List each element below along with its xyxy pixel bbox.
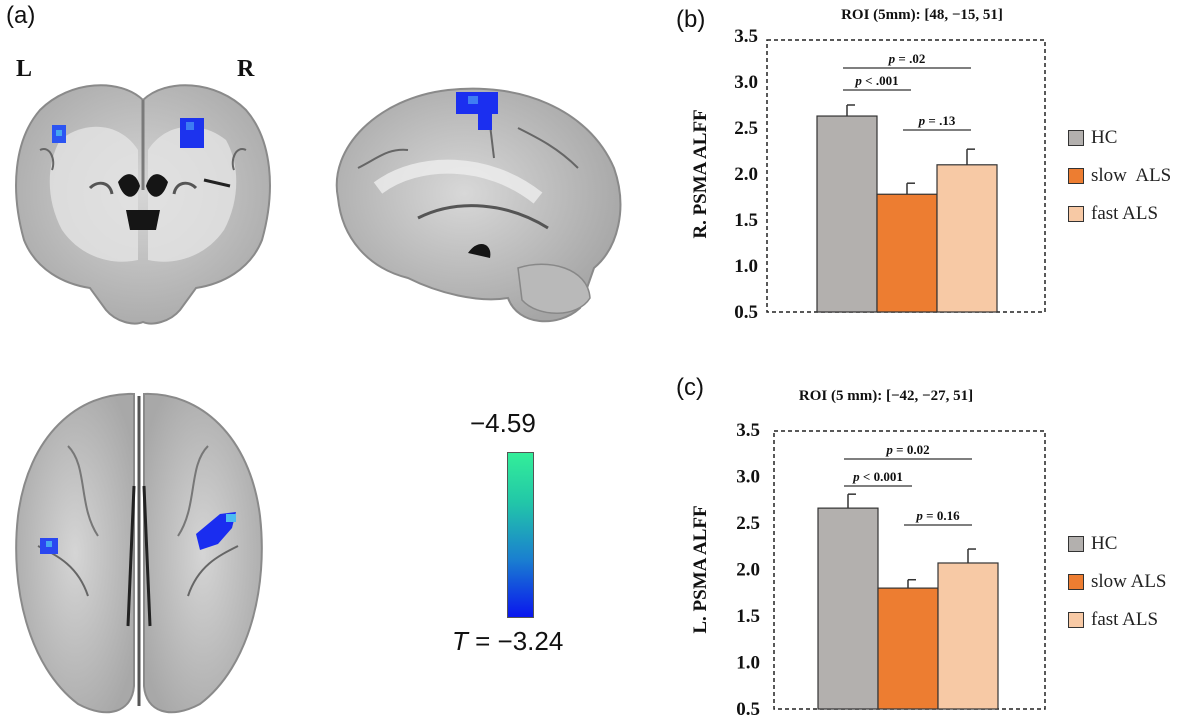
y-tick-label: 1.0 (734, 256, 758, 277)
legend-item: fast ALS (1068, 202, 1171, 226)
legend-swatch-fast-als (1068, 612, 1084, 628)
panel-label-b: (b) (676, 6, 706, 33)
p-value: < .001 (862, 73, 899, 88)
comparison-label: p < 0.001 (852, 469, 903, 484)
bar-hc (817, 507, 879, 710)
y-tick-label: 2.5 (736, 513, 760, 534)
legend-swatch-hc (1068, 130, 1084, 146)
legend-item: fast ALS (1068, 608, 1167, 632)
sagittal-brain-slice (335, 87, 622, 323)
chart-b-container: ROI (5mm): [48, −15, 51] 0.5 1.0 1.5 2.0 2.5 3… (676, 0, 1056, 335)
colorbar-min-value: = −3.24 (467, 626, 564, 656)
axial-brain-slice (15, 392, 263, 714)
y-tick-label: 2.5 (734, 118, 758, 139)
p-symbol: p (918, 113, 926, 128)
bar-fast-als (936, 164, 998, 313)
left-hemisphere-label: L (16, 56, 33, 82)
chart-frame (773, 430, 1046, 710)
bar-slow-als (876, 193, 938, 313)
y-tick-label: 0.5 (734, 302, 758, 323)
right-hemisphere-label: R (237, 56, 255, 82)
coronal-brain-slice (15, 84, 271, 325)
colorbar (507, 452, 534, 618)
legend-label-slow-als: slow ALS (1091, 571, 1167, 592)
colorbar-max-label: −4.59 (470, 408, 536, 438)
p-value: = .13 (925, 113, 956, 128)
y-tick-label: 0.5 (736, 699, 760, 720)
legend-b: HC slow ALS fast ALS (1068, 126, 1171, 240)
comparison-label: p = .02 (888, 51, 926, 66)
panel-label-a: (a) (6, 2, 36, 29)
y-tick-label: 3.5 (736, 420, 760, 441)
chart-c: ROI (5 mm): [−42, −27, 51] 0.5 1.0 1.5 2.0 2.… (690, 388, 1046, 720)
y-tick-label: 1.5 (734, 210, 758, 231)
colorbar-t-symbol: T (452, 626, 468, 656)
p-symbol: p (888, 51, 896, 66)
bar-slow-als (877, 587, 939, 710)
p-symbol: p (854, 73, 862, 88)
comparison-label: p = 0.02 (885, 442, 929, 457)
legend-c: HC slow ALS fast ALS (1068, 532, 1167, 646)
y-tick-label: 2.0 (736, 560, 760, 581)
chart-b: ROI (5mm): [48, −15, 51] 0.5 1.0 1.5 2.0 2.5 3… (690, 7, 1046, 323)
legend-label-hc: HC (1091, 127, 1118, 148)
p-value: = 0.16 (923, 508, 960, 523)
legend-item: slow ALS (1068, 164, 1171, 188)
comparison-label: p = .13 (918, 113, 956, 128)
y-axis-label: L. PSMA ALFF (690, 505, 711, 633)
legend-swatch-fast-als (1068, 206, 1084, 222)
y-tick-label: 3.0 (736, 467, 760, 488)
comparison-label: p < .001 (854, 73, 898, 88)
colorbar-min-label: T = −3.24 (452, 626, 563, 657)
chart-c-container: ROI (5 mm): [−42, −27, 51] 0.5 1.0 1.5 2.0 2.… (676, 380, 1056, 725)
p-value: < 0.001 (860, 469, 903, 484)
y-tick-label: 3.0 (734, 72, 758, 93)
legend-swatch-slow-als (1068, 168, 1084, 184)
p-symbol: p (885, 442, 893, 457)
legend-label-hc: HC (1091, 533, 1118, 554)
y-tick-label: 1.5 (736, 606, 760, 627)
legend-item: HC (1068, 532, 1167, 556)
bar-fast-als (937, 562, 999, 710)
chart-title: ROI (5 mm): [−42, −27, 51] (799, 388, 973, 404)
legend-swatch-slow-als (1068, 574, 1084, 590)
bar-hc (816, 115, 878, 313)
comparison-label: p = 0.16 (915, 508, 960, 523)
chart-title: ROI (5mm): [48, −15, 51] (841, 7, 1003, 23)
p-symbol: p (852, 469, 860, 484)
p-value: = .02 (895, 51, 925, 66)
legend-item: HC (1068, 126, 1171, 150)
p-symbol: p (915, 508, 923, 523)
y-tick-label: 2.0 (734, 164, 758, 185)
legend-label-fast-als: fast ALS (1091, 609, 1159, 630)
p-value: = 0.02 (893, 442, 930, 457)
panel-label-c: (c) (676, 374, 704, 401)
legend-label-slow-als: slow ALS (1091, 165, 1172, 186)
y-tick-label: 3.5 (734, 26, 758, 47)
legend-label-fast-als: fast ALS (1091, 203, 1159, 224)
y-axis-label: R. PSMA ALFF (690, 109, 711, 238)
y-tick-label: 1.0 (736, 653, 760, 674)
legend-item: slow ALS (1068, 570, 1167, 594)
legend-swatch-hc (1068, 536, 1084, 552)
